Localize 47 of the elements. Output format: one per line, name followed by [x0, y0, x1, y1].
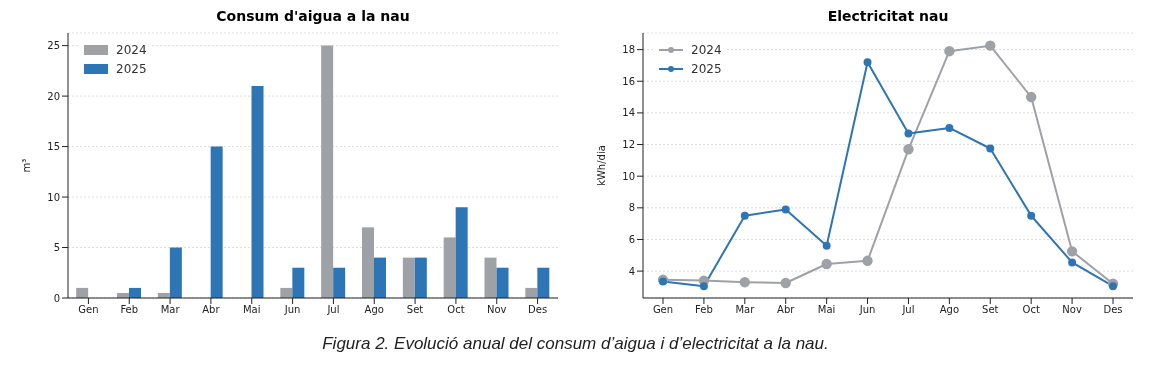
- y-tick-label: 6: [628, 234, 635, 246]
- y-tick-label: 4: [628, 265, 635, 277]
- x-tick-label: Jul: [326, 304, 340, 316]
- x-tick-label: Oct: [1022, 304, 1040, 316]
- x-tick-label: Nov: [1062, 304, 1082, 316]
- x-tick-label: Mar: [735, 304, 756, 316]
- chart-title: Consum d'aigua a la nau: [215, 8, 411, 26]
- y-tick-label: 8: [628, 202, 635, 214]
- text: Figura 2. Evolució anual del consum d’aigua i d’electricitat a la nau.: [321, 334, 830, 354]
- y-tick-label: 10: [622, 170, 635, 182]
- x-tick-label: Abr: [777, 304, 796, 316]
- x-tick-label: Gen: [652, 304, 674, 316]
- chart-title: Electricitat nau: [826, 8, 950, 26]
- y-tick-label: 14: [622, 107, 635, 119]
- legend-label: 2025: [691, 61, 722, 76]
- y-tick-label: 10: [47, 191, 60, 203]
- y-tick-label: 16: [622, 75, 635, 87]
- y-tick-label: 12: [622, 139, 635, 151]
- x-tick-label: Mai: [817, 304, 836, 316]
- x-tick-label: Ago: [939, 304, 960, 316]
- y-tick-label: 5: [53, 242, 60, 254]
- x-tick-label: Nov: [486, 304, 507, 316]
- x-tick-label: Jun: [858, 304, 876, 316]
- x-tick-label: Oct: [447, 304, 465, 316]
- y-axis-title: kWh/dia: [595, 145, 607, 186]
- y-tick-label: 18: [622, 44, 635, 56]
- x-tick-label: Jun: [283, 304, 301, 316]
- x-tick-label: Des: [528, 304, 548, 316]
- x-tick-label: Jul: [901, 304, 915, 316]
- legend-label: 2025: [116, 61, 147, 76]
- x-tick-label: Gen: [78, 304, 99, 316]
- y-tick-label: 20: [47, 90, 60, 102]
- x-tick-label: Abr: [202, 304, 221, 316]
- x-tick-label: Des: [1103, 304, 1123, 316]
- y-tick-label: 0: [53, 292, 60, 304]
- x-tick-label: Mai: [242, 304, 261, 316]
- x-tick-label: Ago: [364, 304, 384, 316]
- x-tick-label: Mar: [160, 304, 181, 316]
- y-axis-title: m³: [20, 158, 32, 173]
- y-tick-label: 25: [47, 40, 60, 52]
- x-tick-label: Set: [982, 304, 999, 316]
- legend-label: 2024: [691, 42, 722, 57]
- x-tick-label: Feb: [695, 304, 713, 316]
- x-tick-label: Feb: [120, 304, 139, 316]
- x-tick-label: Set: [406, 304, 424, 316]
- legend-label: 2024: [116, 42, 147, 57]
- y-tick-label: 15: [47, 141, 60, 153]
